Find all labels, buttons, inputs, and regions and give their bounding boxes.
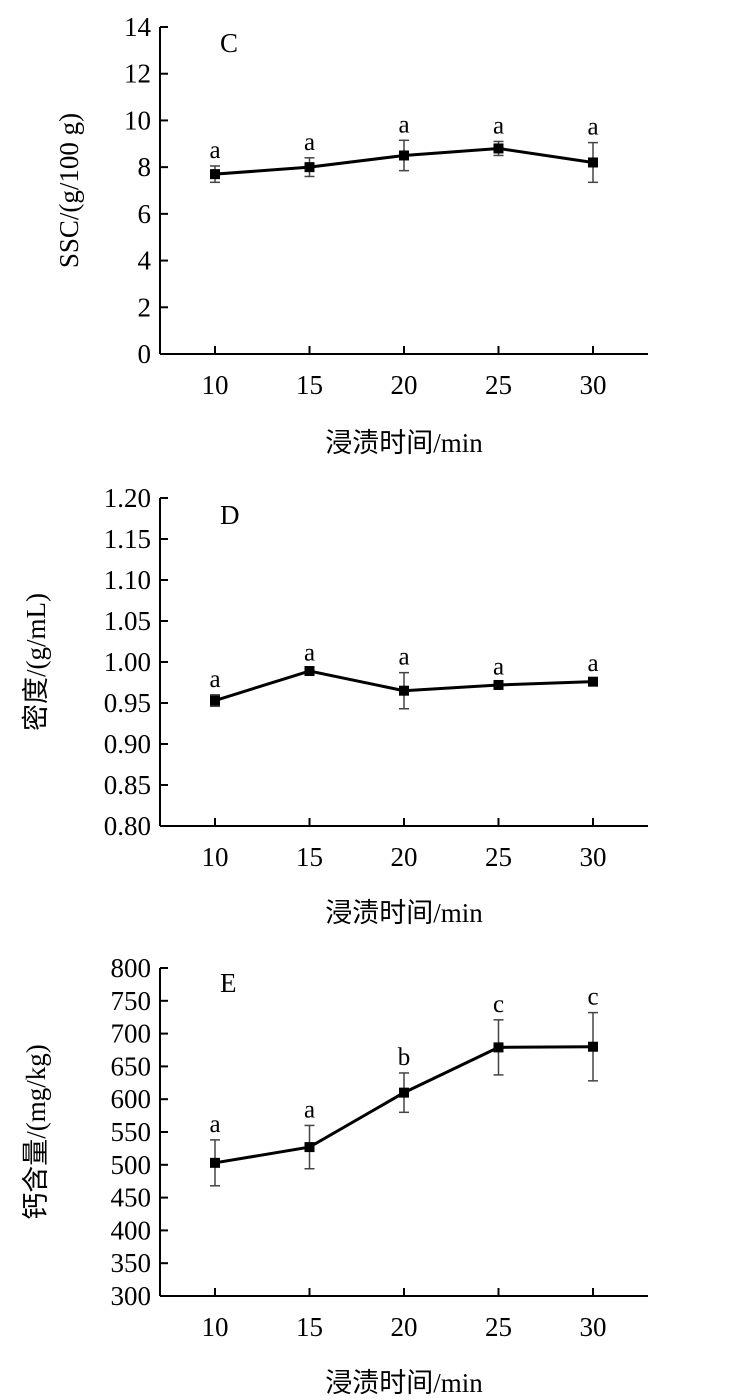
panel-c-significance-label: a: [398, 111, 409, 138]
panel-e-y-axis-title: 钙含量/(mg/kg): [21, 1044, 51, 1220]
panel-e-panel-label: E: [220, 968, 237, 998]
panel-c-x-tick-label: 30: [580, 370, 607, 400]
panel-c-y-tick-label: 10: [124, 105, 151, 135]
panel-d-x-tick-label: 15: [296, 842, 323, 872]
panel-e-y-tick-label: 600: [111, 1084, 152, 1114]
panel-e-y-tick-label: 550: [111, 1117, 152, 1147]
panel-d-x-tick-label: 30: [580, 842, 607, 872]
panel-d-data-point: [210, 695, 220, 706]
panel-d-significance-label: a: [398, 644, 409, 671]
panel-e-y-tick-label: 650: [111, 1051, 152, 1081]
panel-c-data-point: [399, 150, 409, 161]
panel-d-data-point: [493, 679, 504, 690]
panel-c-y-tick-label: 8: [138, 152, 152, 182]
panel-c-x-tick-label: 10: [202, 370, 229, 400]
panel-c-data-point: [304, 162, 315, 173]
panel-c-y-tick-label: 14: [124, 12, 152, 42]
panel-d-data-point: [588, 676, 598, 687]
panel-c-x-tick-label: 25: [485, 370, 512, 400]
panel-d-significance-label: a: [304, 640, 315, 667]
panel-d-data-point: [399, 685, 409, 696]
panel-c-x-axis-title: 浸渍时间/min: [325, 428, 483, 458]
panel-e-y-tick-label: 800: [111, 953, 152, 983]
panel-c-y-axis-title: SSC/(g/100 g): [54, 113, 84, 268]
panel-d-x-tick-label: 25: [485, 842, 512, 872]
panel-e-y-tick-label: 450: [111, 1183, 152, 1213]
panel-e-x-axis-title: 浸渍时间/min: [325, 1368, 483, 1398]
panel-e-y-tick-label: 700: [111, 1019, 152, 1049]
panel-e-data-point: [399, 1087, 409, 1098]
panel-c-x-tick-label: 15: [296, 370, 323, 400]
panel-d-y-tick-label: 0.90: [104, 729, 151, 759]
panel-c-significance-label: a: [304, 129, 315, 156]
panel-d-panel-label: D: [220, 500, 240, 530]
panel-d-y-tick-label: 1.20: [104, 483, 151, 513]
panel-e-data-point: [493, 1042, 504, 1053]
panel-e-x-tick-label: 25: [485, 1312, 512, 1342]
panel-e-significance-label: c: [587, 984, 598, 1011]
panel-d-y-axis-title: 密度/(g/mL): [21, 593, 51, 731]
panel-e-significance-label: c: [493, 991, 504, 1018]
panel-e-significance-label: b: [398, 1044, 411, 1071]
panel-c-data-point: [210, 169, 220, 180]
panel-e-significance-label: a: [304, 1096, 315, 1123]
panel-e-y-tick-label: 300: [111, 1281, 152, 1311]
panel-c-x-tick-label: 20: [391, 370, 418, 400]
panel-d-x-tick-label: 10: [202, 842, 229, 872]
panel-d-y-tick-label: 1.00: [104, 647, 151, 677]
panel-c-y-tick-label: 6: [138, 199, 152, 229]
panel-c-data-point: [588, 157, 598, 168]
panel-e-x-tick-label: 15: [296, 1312, 323, 1342]
panel-d-y-tick-label: 1.05: [104, 606, 151, 636]
panel-c-y-tick-label: 4: [138, 246, 152, 276]
panel-e-y-tick-label: 500: [111, 1150, 152, 1180]
panel-d-y-tick-label: 1.15: [104, 524, 151, 554]
panel-d-y-tick-label: 0.95: [104, 688, 151, 718]
panel-e-x-tick-label: 20: [391, 1312, 418, 1342]
panel-d-significance-label: a: [209, 666, 220, 693]
panel-e-data-point: [304, 1142, 315, 1153]
panel-e-significance-label: a: [209, 1111, 220, 1138]
panel-c-significance-label: a: [209, 137, 220, 164]
panel-c-significance-label: a: [493, 112, 504, 139]
panel-d-significance-label: a: [587, 650, 598, 677]
panel-e-y-tick-label: 400: [111, 1215, 152, 1245]
panel-c-y-tick-label: 0: [138, 339, 152, 369]
panel-e-x-tick-label: 10: [202, 1312, 229, 1342]
panel-c-y-tick-label: 12: [124, 59, 151, 89]
panel-d-significance-label: a: [493, 654, 504, 681]
panel-d-data-point: [304, 666, 315, 677]
panel-e-data-point: [210, 1157, 220, 1168]
panel-e-y-tick-label: 750: [111, 986, 152, 1016]
panel-e-data-point: [588, 1041, 598, 1052]
panel-d-y-tick-label: 0.85: [104, 770, 151, 800]
panel-d-y-tick-label: 0.80: [104, 811, 151, 841]
panel-c-panel-label: C: [220, 28, 238, 58]
panel-e-y-tick-label: 350: [111, 1248, 152, 1278]
panel-e-x-tick-label: 30: [580, 1312, 607, 1342]
panel-c-y-tick-label: 2: [138, 292, 152, 322]
panel-c-data-point: [493, 143, 504, 154]
panel-d-y-tick-label: 1.10: [104, 565, 151, 595]
panel-d-x-tick-label: 20: [391, 842, 418, 872]
panel-d-x-axis-title: 浸渍时间/min: [325, 898, 483, 928]
panel-c-significance-label: a: [587, 114, 598, 141]
